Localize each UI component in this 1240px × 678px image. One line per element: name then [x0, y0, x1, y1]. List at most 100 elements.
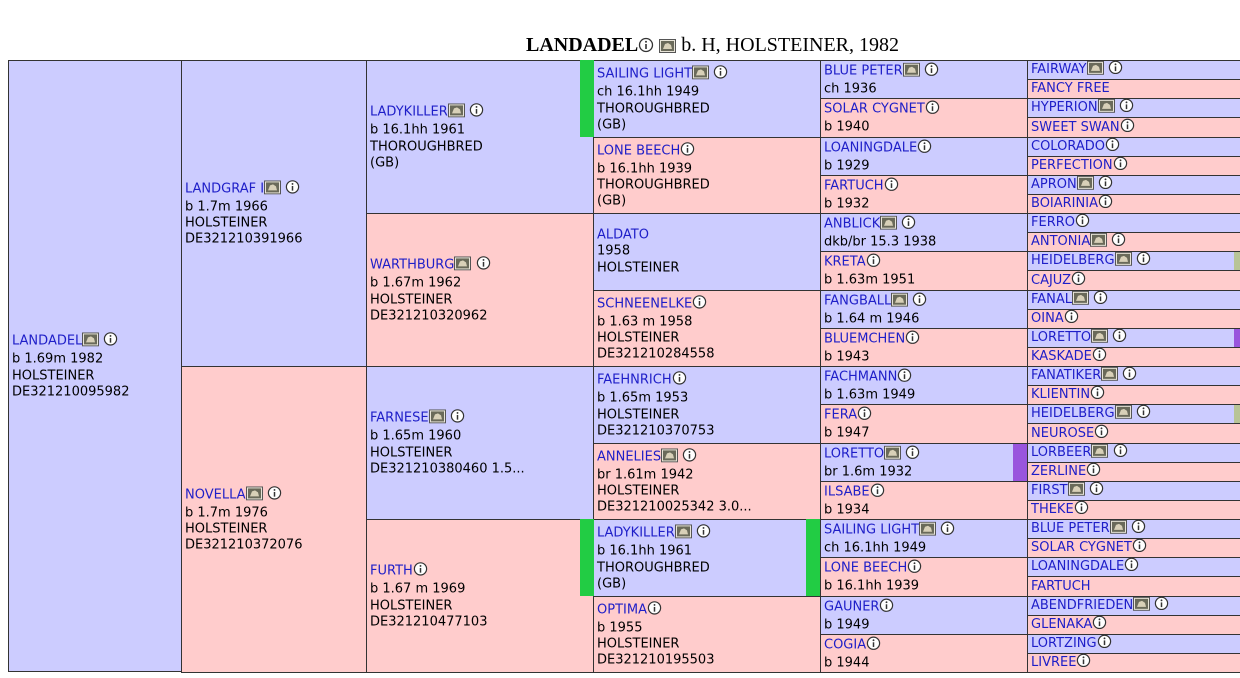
horse-name-link[interactable]: SOLAR CYGNET: [824, 101, 925, 117]
horse-name-link[interactable]: BOIARINIA: [1031, 195, 1098, 211]
info-icon[interactable]: [907, 559, 922, 579]
info-icon[interactable]: [1122, 367, 1137, 385]
horse-name-link[interactable]: FARTUCH: [1031, 578, 1091, 594]
info-icon[interactable]: [469, 102, 484, 122]
horse-name-link[interactable]: LOANINGDALE: [1031, 558, 1125, 574]
info-icon[interactable]: [905, 444, 920, 464]
horse-name-link[interactable]: LOANINGDALE: [824, 140, 918, 156]
photo-icon[interactable]: [1097, 99, 1115, 117]
horse-name-link[interactable]: LORTZING: [1031, 635, 1097, 651]
photo-icon[interactable]: [264, 179, 282, 199]
info-icon[interactable]: [1075, 214, 1090, 232]
photo-icon[interactable]: [902, 62, 920, 81]
horse-name-link[interactable]: ZERLINE: [1031, 463, 1087, 479]
horse-name-link[interactable]: ANTONIA: [1031, 233, 1091, 249]
photo-icon[interactable]: [245, 485, 263, 505]
title-info-icon[interactable]: [638, 36, 654, 59]
photo-icon[interactable]: [692, 65, 710, 84]
horse-name-link[interactable]: FERRO: [1031, 214, 1075, 230]
info-icon[interactable]: [1154, 597, 1169, 615]
horse-name-link[interactable]: BLUE PETER: [824, 63, 903, 79]
info-icon[interactable]: [413, 561, 428, 581]
horse-name-link[interactable]: LORETTO: [824, 446, 885, 462]
info-icon[interactable]: [870, 482, 885, 502]
horse-name-link[interactable]: SOLAR CYGNET: [1031, 539, 1132, 555]
info-icon[interactable]: [866, 253, 881, 273]
horse-name-link[interactable]: LADYKILLER: [597, 525, 675, 541]
horse-name-link[interactable]: SCHNEENELKE: [597, 295, 693, 311]
photo-icon[interactable]: [919, 521, 937, 540]
info-icon[interactable]: [1064, 310, 1079, 328]
info-icon[interactable]: [1086, 463, 1101, 481]
photo-icon[interactable]: [1091, 329, 1109, 347]
info-icon[interactable]: [103, 331, 118, 351]
photo-icon[interactable]: [661, 447, 679, 467]
photo-icon[interactable]: [1091, 444, 1109, 462]
info-icon[interactable]: [672, 370, 687, 390]
info-icon[interactable]: [1098, 176, 1113, 194]
photo-icon[interactable]: [1090, 233, 1108, 251]
horse-name-link[interactable]: SAILING LIGHT: [597, 66, 693, 82]
photo-icon[interactable]: [884, 445, 902, 464]
info-icon[interactable]: [285, 179, 300, 199]
horse-name-link[interactable]: LONE BEECH: [597, 142, 681, 158]
horse-name-link[interactable]: SWEET SWAN: [1031, 119, 1120, 135]
info-icon[interactable]: [696, 523, 711, 543]
horse-name-link[interactable]: GAUNER: [824, 599, 880, 615]
info-icon[interactable]: [1132, 539, 1147, 557]
info-icon[interactable]: [692, 294, 707, 314]
info-icon[interactable]: [1097, 635, 1112, 653]
info-icon[interactable]: [897, 367, 912, 387]
info-icon[interactable]: [1092, 348, 1107, 366]
horse-name-link[interactable]: ALDATO: [597, 227, 649, 243]
photo-icon[interactable]: [447, 103, 465, 122]
horse-name-link[interactable]: BLUE PETER: [1031, 520, 1110, 536]
horse-name-link[interactable]: ANNELIES: [597, 448, 662, 464]
photo-icon[interactable]: [1072, 291, 1090, 309]
horse-name-link[interactable]: ILSABE: [824, 484, 870, 500]
info-icon[interactable]: [1092, 616, 1107, 634]
info-icon[interactable]: [905, 329, 920, 349]
horse-name-link[interactable]: HEIDELBERG: [1031, 405, 1115, 421]
horse-name-link[interactable]: FACHMANN: [824, 369, 898, 385]
horse-name-link[interactable]: FANCY FREE: [1031, 80, 1110, 96]
info-icon[interactable]: [1076, 654, 1091, 672]
info-icon[interactable]: [857, 406, 872, 426]
photo-icon[interactable]: [1101, 367, 1119, 385]
horse-name-link[interactable]: LIVREE: [1031, 654, 1077, 670]
horse-name-link[interactable]: BLUEMCHEN: [824, 331, 906, 347]
info-icon[interactable]: [1120, 118, 1135, 137]
horse-name-link[interactable]: ANBLICK: [824, 216, 881, 232]
info-icon[interactable]: [267, 485, 282, 505]
horse-name-link[interactable]: THEKE: [1031, 501, 1074, 517]
photo-icon[interactable]: [1133, 597, 1151, 615]
photo-icon[interactable]: [454, 256, 472, 275]
horse-name-link[interactable]: FARTUCH: [824, 178, 884, 194]
horse-name-link[interactable]: FAIRWAY: [1031, 61, 1087, 77]
horse-name-link[interactable]: KLIENTIN: [1031, 386, 1091, 402]
horse-name-link[interactable]: LORBEER: [1031, 444, 1092, 460]
horse-name-link[interactable]: GLENAKA: [1031, 616, 1093, 632]
horse-name-link[interactable]: NOVELLA: [185, 486, 246, 502]
horse-name-link[interactable]: FANAL: [1031, 291, 1073, 307]
horse-name-link[interactable]: LANDGRAF I: [185, 180, 265, 196]
horse-name-link[interactable]: OINA: [1031, 310, 1064, 326]
horse-name-link[interactable]: HYPERION: [1031, 99, 1098, 115]
photo-icon[interactable]: [1114, 252, 1132, 270]
info-icon[interactable]: [1124, 558, 1139, 576]
info-icon[interactable]: [1094, 424, 1109, 443]
info-icon[interactable]: [1136, 405, 1151, 423]
horse-name-link[interactable]: OPTIMA: [597, 601, 647, 617]
photo-icon[interactable]: [428, 409, 446, 428]
info-icon[interactable]: [879, 597, 894, 617]
info-icon[interactable]: [940, 520, 955, 540]
info-icon[interactable]: [1105, 138, 1120, 156]
horse-name-link[interactable]: ABENDFRIEDEN: [1031, 597, 1134, 613]
info-icon[interactable]: [1112, 329, 1127, 347]
info-icon[interactable]: [450, 408, 465, 428]
horse-name-link[interactable]: FURTH: [370, 563, 413, 579]
info-icon[interactable]: [1113, 157, 1128, 175]
info-icon[interactable]: [1090, 386, 1105, 404]
info-icon[interactable]: [1074, 501, 1089, 519]
info-icon[interactable]: [1113, 444, 1128, 462]
